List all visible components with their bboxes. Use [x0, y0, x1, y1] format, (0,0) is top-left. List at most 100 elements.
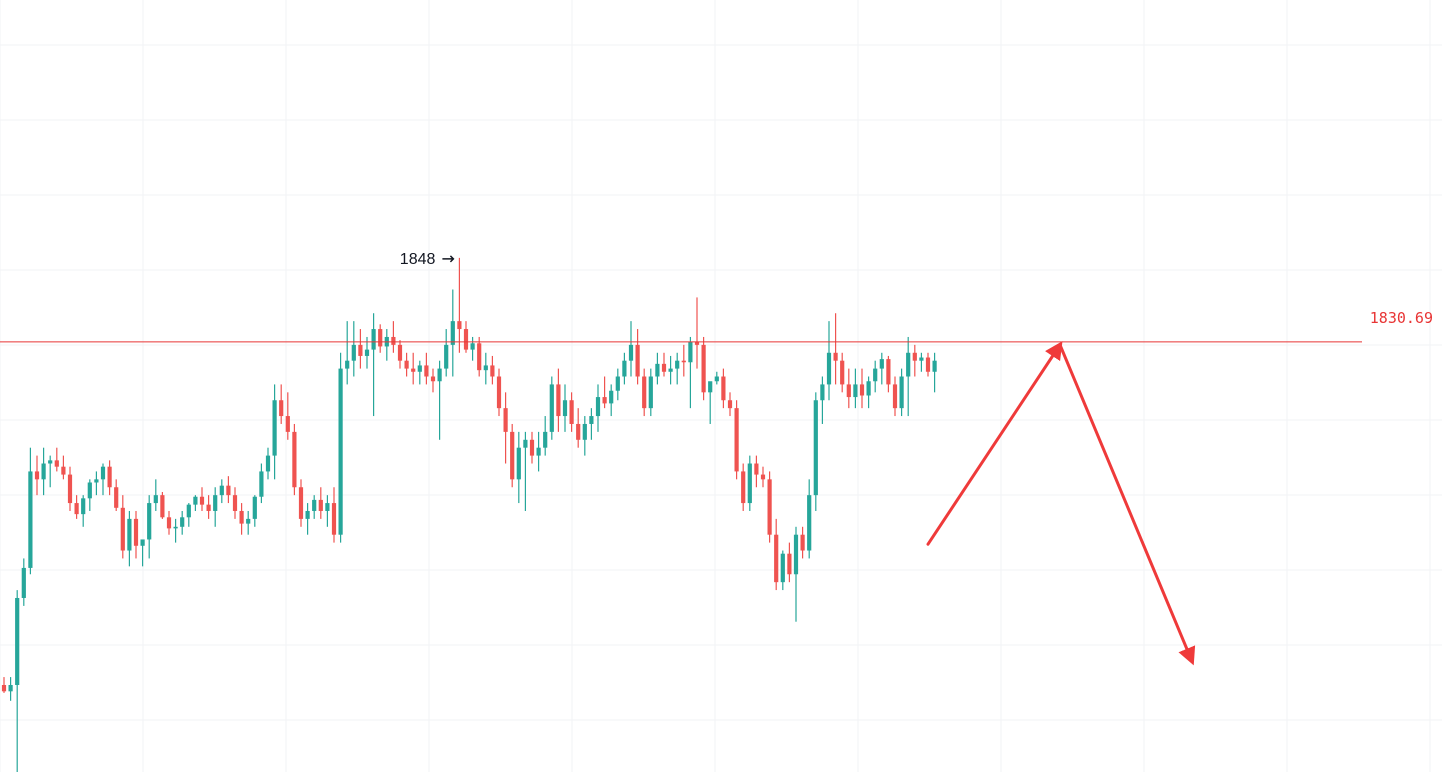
- candle: [892, 376, 898, 417]
- candle: [589, 408, 594, 440]
- candle-body: [371, 329, 376, 350]
- candle: [1, 677, 7, 693]
- candle: [351, 321, 356, 377]
- candle: [543, 416, 548, 456]
- candle: [186, 503, 191, 527]
- candle-body: [615, 376, 620, 391]
- candle-body: [213, 495, 218, 511]
- candle: [727, 392, 733, 417]
- candle: [681, 344, 686, 377]
- candle-body: [54, 460, 59, 467]
- candle-body: [239, 510, 244, 524]
- candle: [496, 368, 502, 417]
- candle-body: [919, 357, 924, 361]
- candle: [180, 510, 185, 535]
- candle: [906, 336, 911, 417]
- high-arrow-icon: [442, 255, 455, 263]
- candle-body: [186, 504, 191, 518]
- candle: [628, 321, 634, 377]
- candle: [28, 447, 33, 575]
- candle: [450, 289, 455, 377]
- candle: [483, 352, 488, 385]
- candle: [61, 455, 66, 480]
- candle-body: [668, 368, 673, 372]
- candle: [741, 463, 746, 511]
- candle: [345, 321, 350, 385]
- candle-body: [873, 368, 878, 382]
- candle-body: [61, 466, 66, 475]
- candle-body: [879, 359, 884, 369]
- candle-body: [305, 510, 310, 519]
- candle-body: [807, 495, 812, 551]
- candle-body: [444, 344, 449, 369]
- candle-body: [325, 503, 330, 511]
- candle: [708, 381, 713, 424]
- candle: [787, 542, 792, 583]
- candle-body: [246, 518, 251, 524]
- candle-body: [259, 471, 264, 497]
- candle: [378, 324, 383, 353]
- candle-body: [556, 384, 561, 417]
- candle: [173, 518, 178, 543]
- projection-arrow-down[interactable]: [1058, 343, 1196, 666]
- candle: [325, 495, 330, 527]
- candle-body: [694, 341, 700, 345]
- candle: [562, 384, 568, 432]
- candle-body: [457, 321, 462, 330]
- candle: [246, 510, 251, 535]
- candle: [384, 329, 389, 361]
- candle-body: [826, 352, 832, 385]
- candle-body: [424, 365, 429, 377]
- projection-arrow-up[interactable]: [926, 341, 1063, 546]
- candle-body: [727, 400, 733, 409]
- candle-body: [15, 597, 20, 685]
- candle: [899, 368, 904, 417]
- candle-body: [496, 376, 502, 409]
- candle-body: [160, 495, 165, 518]
- candle: [133, 510, 139, 559]
- candle-body: [463, 329, 469, 350]
- candle-body: [741, 471, 746, 504]
- candle: [430, 368, 436, 393]
- candle: [807, 479, 812, 559]
- candle-body: [793, 534, 799, 575]
- candle-body: [925, 357, 931, 372]
- candle: [239, 503, 244, 535]
- candle-body: [87, 482, 92, 499]
- candle-body: [635, 344, 640, 377]
- candle-body: [318, 499, 323, 511]
- candle-body: [820, 384, 825, 401]
- candle-body: [576, 423, 581, 440]
- candle: [331, 487, 337, 543]
- candle-body: [734, 408, 739, 472]
- candle: [701, 336, 706, 401]
- candle: [549, 376, 554, 440]
- candle: [279, 384, 284, 424]
- candle-body: [338, 368, 343, 535]
- candle-body: [470, 343, 475, 350]
- candle-body: [853, 384, 858, 398]
- candle-body: [437, 368, 442, 382]
- candle-body: [67, 474, 73, 504]
- candle-body: [754, 463, 759, 475]
- candle: [21, 558, 26, 606]
- candle-body: [107, 466, 112, 488]
- candle: [932, 352, 937, 393]
- candle: [199, 487, 205, 511]
- candle: [833, 313, 838, 385]
- candle: [67, 466, 73, 511]
- candle-body: [589, 416, 594, 424]
- candle-body: [450, 321, 455, 345]
- candle-body: [549, 384, 554, 432]
- high-price-label: 1848: [400, 251, 436, 268]
- candle: [437, 360, 442, 440]
- candle-body: [661, 363, 667, 372]
- candle-body: [899, 376, 904, 409]
- candle: [338, 352, 343, 543]
- candle-body: [34, 471, 40, 480]
- candle-body: [153, 495, 158, 504]
- candle-body: [681, 360, 686, 363]
- candle: [206, 495, 211, 519]
- candle: [397, 340, 403, 369]
